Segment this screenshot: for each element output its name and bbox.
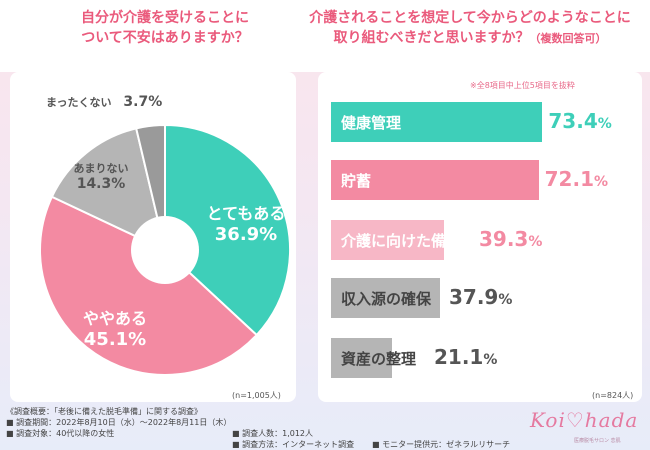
logo-text: Koi♡hada xyxy=(530,408,639,432)
bar-label-kaigo: 介護に向けた備え xyxy=(341,232,462,250)
right-question-line1: 介護されることを想定して今からどのようなことに xyxy=(309,10,631,26)
right-question-line2-wrap: 取り組むべきだと思いますか？（複数回答可） xyxy=(300,28,640,49)
pie-center-hole xyxy=(131,216,199,284)
bar-shisan: 資産の整理 21.1% xyxy=(331,338,497,378)
bar-label-chochiku: 貯蓄 xyxy=(341,172,372,190)
pie-label-totemo-name: とてもある xyxy=(206,204,286,223)
footer-line3: ■ 調査対象：40代以降の女性 xyxy=(6,429,115,438)
bar-label-shisan: 資産の整理 xyxy=(341,350,417,368)
bar-chochiku: 貯蓄 72.1% xyxy=(331,160,608,200)
bar-label-kenko: 健康管理 xyxy=(341,114,402,132)
pie-label-mattaku: まったくない 3.7% xyxy=(46,94,162,110)
pie-label-amari: あまりない 14.3% xyxy=(66,160,136,192)
pie-label-mattaku-pct: 3.7% xyxy=(123,94,163,110)
footer-line1: 《調査概要：「老後に備えた脱毛準備」に関する調査》 xyxy=(6,407,202,416)
pie-label-yaya-name: ややある xyxy=(82,309,147,328)
bar-row-shisan: 資産の整理 21.1% xyxy=(331,338,497,378)
header-band xyxy=(0,0,650,72)
footer-col2b: ■ 調査方法：インターネット調査 xyxy=(232,440,355,449)
footer-col3: ■ モニター提供元：ゼネラルリサーチ xyxy=(372,440,511,449)
left-question-title: 自分が介護を受けることに ついて不安はありますか？ xyxy=(30,8,300,48)
left-question-line2: ついて不安はありますか？ xyxy=(81,30,249,46)
pie-label-yaya: ややある 45.1% xyxy=(60,305,170,350)
pie-label-yaya-pct: 45.1% xyxy=(83,329,147,350)
footer-col2a: ■ 調査人数：1,012人 xyxy=(232,429,314,438)
bar-kenko: 健康管理 73.4% xyxy=(331,102,612,142)
left-question-line1: 自分が介護を受けることに xyxy=(81,10,249,26)
bar-row-kenko: 健康管理 73.4% xyxy=(331,102,612,142)
bar-row-chochiku: 貯蓄 72.1% xyxy=(331,160,608,200)
bar-value-kaigo: 39.3% xyxy=(479,227,543,251)
bar-n-label: (n=824人) xyxy=(592,391,634,400)
footer-col2: ■ 調査人数：1,012人 ■ 調査方法：インターネット調査 xyxy=(232,428,354,450)
pie-n-label: (n=1,005人) xyxy=(232,391,281,400)
pie-label-totemo: とてもある 36.9% xyxy=(196,200,296,245)
bar-value-shunyu: 37.9% xyxy=(449,285,513,309)
survey-footer: 《調査概要：「老後に備えた脱毛準備」に関する調査》 ■ 調査期間：2022年8月… xyxy=(6,406,510,449)
bar-row-shunyu: 収入源の確保 37.9% xyxy=(331,278,512,318)
logo-sub: 医療脱毛サロン 恋肌 xyxy=(574,438,621,444)
bar-value-chochiku: 72.1% xyxy=(544,167,609,191)
pie-label-amari-pct: 14.3% xyxy=(76,176,126,192)
koihada-logo: Koi♡hada 医療脱毛サロン 恋肌 xyxy=(530,408,640,446)
pie-slice-yaya xyxy=(39,195,259,376)
pie-label-amari-name: あまりない xyxy=(73,162,129,175)
bar-value-shisan: 21.1% xyxy=(434,345,498,369)
pie-slice-totemo xyxy=(164,123,291,337)
right-question-line2: 取り組むべきだと思いますか？ xyxy=(333,30,530,46)
top-note: ※全8項目中上位5項目を抜粋 xyxy=(470,81,575,90)
right-question-note: （複数回答可） xyxy=(529,32,607,45)
bar-shunyu: 収入源の確保 37.9% xyxy=(331,278,512,318)
bar-kaigo: 介護に向けた備え 39.3% xyxy=(331,220,542,260)
right-question-title: 介護されることを想定して今からどのようなことに 取り組むべきだと思いますか？（複… xyxy=(300,8,640,49)
footer-line2: ■ 調査期間：2022年8月10日（水）～2022年8月11日（木） xyxy=(6,418,232,427)
pie-label-mattaku-name: まったくない xyxy=(46,96,112,109)
bar-row-kaigo: 介護に向けた備え 39.3% xyxy=(331,220,542,260)
bar-value-kenko: 73.4% xyxy=(548,109,612,133)
pie-slice-amari xyxy=(50,127,167,252)
pie-label-totemo-pct: 36.9% xyxy=(214,224,278,245)
bar-label-shunyu: 収入源の確保 xyxy=(341,290,432,308)
